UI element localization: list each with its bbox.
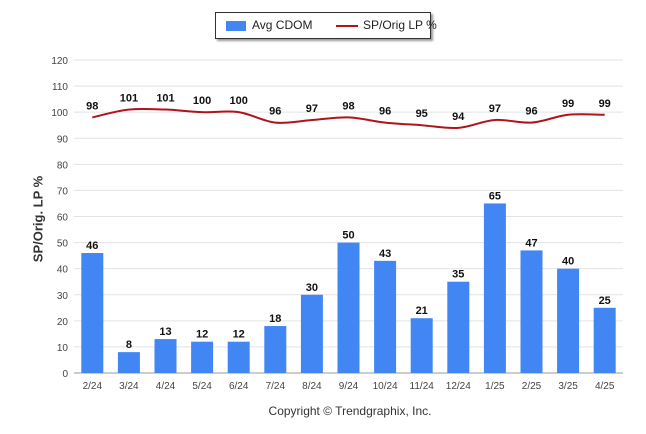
line-data-label: 96 xyxy=(379,106,391,118)
x-tick-label: 7/24 xyxy=(266,381,286,392)
x-tick-label: 10/24 xyxy=(373,381,398,392)
legend-swatch-sp-orig xyxy=(336,25,358,27)
y-tick-label: 50 xyxy=(57,239,69,250)
y-tick-label: 60 xyxy=(57,213,69,224)
legend-label-sp-orig: SP/Orig LP % xyxy=(363,18,437,32)
bar xyxy=(227,341,250,373)
bar xyxy=(337,242,360,373)
bar-data-label: 30 xyxy=(306,282,318,294)
line-data-label: 97 xyxy=(489,103,501,115)
bar xyxy=(154,339,177,373)
bar xyxy=(593,307,616,373)
bar xyxy=(410,318,433,373)
bar xyxy=(117,352,140,373)
line-series-sp-orig xyxy=(92,107,605,129)
line-data-label: 96 xyxy=(525,106,537,118)
x-tick-label: 3/25 xyxy=(558,381,578,392)
bar-data-label: 47 xyxy=(525,237,537,249)
y-tick-label: 0 xyxy=(62,369,68,380)
bar xyxy=(520,250,543,373)
bar-data-label: 65 xyxy=(489,190,501,202)
x-tick-label: 3/24 xyxy=(119,381,139,392)
x-tick-label: 1/25 xyxy=(485,381,505,392)
line-data-label: 94 xyxy=(452,111,465,123)
x-tick-label: 12/24 xyxy=(446,381,471,392)
y-tick-label: 70 xyxy=(57,186,69,197)
bar-data-label: 40 xyxy=(562,256,574,268)
legend-swatch-avg-cdom xyxy=(226,21,246,31)
x-tick-label: 11/24 xyxy=(410,381,435,392)
x-tick-label: 5/24 xyxy=(192,381,212,392)
x-tick-label: 2/25 xyxy=(522,381,542,392)
y-tick-label: 10 xyxy=(57,343,69,354)
x-tick-label: 2/24 xyxy=(83,381,103,392)
bar-data-label: 13 xyxy=(159,326,171,338)
bar xyxy=(81,253,104,373)
bar xyxy=(264,326,287,373)
line-data-label: 100 xyxy=(193,95,211,107)
legend-label-avg-cdom: Avg CDOM xyxy=(252,18,313,32)
line-data-label: 97 xyxy=(306,103,318,115)
bar-data-label: 8 xyxy=(126,339,132,351)
y-axis-label: SP/Orig. LP % xyxy=(30,175,46,263)
line-data-label: 95 xyxy=(416,108,428,120)
line-data-label: 101 xyxy=(156,93,174,105)
line-data-label: 99 xyxy=(562,98,574,110)
bar xyxy=(447,281,470,373)
y-tick-label: 20 xyxy=(57,317,69,328)
x-tick-label: 4/25 xyxy=(595,381,615,392)
y-tick-label: 120 xyxy=(51,56,68,67)
bar-data-label: 12 xyxy=(196,329,208,341)
bar xyxy=(300,294,323,373)
bar xyxy=(557,268,580,373)
x-tick-label: 4/24 xyxy=(156,381,176,392)
line-data-label: 98 xyxy=(342,100,354,112)
y-tick-label: 110 xyxy=(52,82,68,93)
line-data-label: 96 xyxy=(269,106,281,118)
x-tick-label: 9/24 xyxy=(339,381,359,392)
line-data-label: 101 xyxy=(120,93,138,105)
bar xyxy=(191,341,214,373)
line-data-label: 99 xyxy=(599,98,611,110)
bar xyxy=(483,203,506,373)
bar-data-label: 25 xyxy=(599,295,611,307)
bar-data-label: 46 xyxy=(86,240,98,252)
bar xyxy=(374,260,397,373)
bar-data-label: 12 xyxy=(233,329,245,341)
y-tick-label: 100 xyxy=(51,108,68,119)
legend: Avg CDOM SP/Orig LP % xyxy=(215,12,437,39)
bar-data-label: 43 xyxy=(379,248,391,260)
bar-data-label: 35 xyxy=(452,269,464,281)
bar-data-label: 21 xyxy=(416,305,428,317)
bar-data-label: 18 xyxy=(269,313,281,325)
y-tick-label: 80 xyxy=(57,160,69,171)
line-data-label: 98 xyxy=(86,100,98,112)
y-tick-label: 90 xyxy=(57,134,69,145)
y-tick-label: 40 xyxy=(57,265,69,276)
y-tick-label: 30 xyxy=(57,291,69,302)
bar-data-label: 50 xyxy=(342,230,354,242)
copyright-footer: Copyright © Trendgraphix, Inc. xyxy=(268,404,432,418)
x-tick-label: 6/24 xyxy=(229,381,249,392)
line-data-label: 100 xyxy=(230,95,248,107)
x-tick-label: 8/24 xyxy=(302,381,322,392)
